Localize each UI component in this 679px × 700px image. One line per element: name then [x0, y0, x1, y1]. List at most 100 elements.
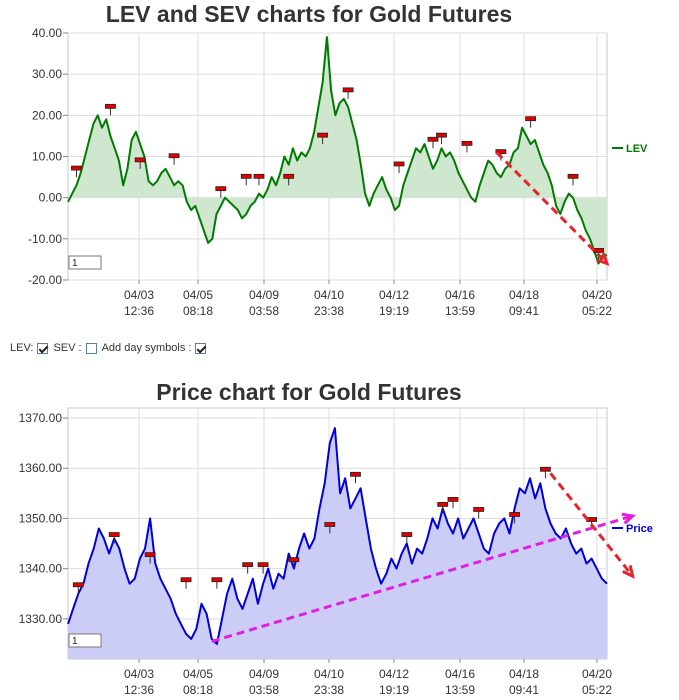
trend-arrow: [495, 151, 610, 266]
x-tick-time: 08:18: [183, 304, 213, 318]
day-marker: [108, 532, 120, 544]
price-chart: Price chart for Gold Futures 1370.00 1360…: [19, 379, 653, 697]
day-symbols-label: Add day symbols :: [101, 342, 192, 354]
day-marker: [168, 153, 180, 165]
day-marker-flag: [288, 557, 300, 563]
chart-title: LEV and SEV charts for Gold Futures: [106, 1, 512, 27]
x-tick-date: 04/16: [445, 288, 475, 302]
zoom-input-box[interactable]: [68, 255, 102, 270]
y-tick-label: 1370.00: [19, 411, 63, 425]
y-tick-label: 40.00: [32, 26, 62, 40]
series-line-lev: [67, 36, 607, 265]
y-tick-label: 30.00: [32, 67, 62, 81]
x-tick-time: 23:38: [314, 304, 344, 318]
day-marker-flag: [401, 532, 413, 537]
x-tick-time: 13:59: [445, 304, 475, 318]
day-marker-flag: [567, 173, 579, 179]
trend-arrow-line: [211, 514, 634, 643]
x-tick-time: 23:38: [314, 683, 344, 697]
day-marker-flag: [215, 186, 227, 192]
day-marker-flag: [350, 471, 361, 477]
x-tick-time: 05:22: [582, 304, 612, 318]
day-marker: [105, 103, 116, 116]
day-marker: [509, 512, 521, 524]
day-marker: [257, 562, 269, 574]
trend-arrow-line: [549, 472, 634, 578]
y-tick-label: 10.00: [32, 150, 62, 164]
day-marker-flag: [240, 173, 252, 179]
legend: Price: [612, 523, 653, 535]
day-marker-flag: [461, 140, 473, 146]
day-marker: [288, 557, 300, 569]
day-marker-flag: [393, 161, 405, 167]
day-marker: [242, 562, 254, 574]
series-line-price: [67, 427, 608, 645]
x-tick-time: 12:36: [124, 683, 154, 697]
day-marker: [461, 140, 473, 153]
x-tick-time: 19:19: [379, 683, 409, 697]
day-marker: [437, 502, 449, 514]
x-tick-date: 04/09: [249, 667, 279, 681]
x-tick-time: 12:36: [124, 304, 154, 318]
zoom-input-box[interactable]: [68, 633, 102, 648]
x-tick-date: 04/12: [379, 288, 409, 302]
day-marker: [393, 161, 405, 173]
y-tick-label: 1340.00: [19, 562, 63, 576]
zoom-input-value[interactable]: 1: [72, 636, 78, 647]
day-marker: [447, 497, 459, 509]
day-marker-flag: [437, 502, 449, 507]
day-marker: [427, 136, 439, 149]
day-marker: [540, 466, 551, 479]
day-marker-flag: [593, 248, 604, 253]
trend-arrow-head: [621, 512, 636, 525]
day-marker: [283, 173, 295, 186]
sev-label: SEV :: [53, 342, 82, 354]
day-marker-flag: [257, 562, 269, 568]
day-marker: [350, 471, 361, 484]
chart-options-bar: LEV: SEV : Add day symbols :: [10, 342, 209, 354]
x-tick-date: 04/20: [582, 667, 612, 681]
day-marker: [436, 132, 447, 145]
y-tick-label: 0.00: [39, 191, 63, 205]
day-marker: [401, 532, 413, 544]
x-tick-date: 04/05: [183, 667, 213, 681]
day-marker: [211, 577, 223, 589]
day-marker: [144, 552, 156, 564]
day-marker-flag: [242, 562, 254, 568]
y-tick-label: -10.00: [28, 232, 62, 246]
day-marker-flag: [168, 153, 180, 159]
day-symbols-checkbox[interactable]: [195, 342, 207, 354]
day-marker-flag: [144, 552, 156, 558]
day-marker-flag: [283, 173, 295, 179]
x-tick-date: 04/09: [249, 288, 279, 302]
lev-label: LEV:: [10, 342, 34, 354]
x-tick-time: 13:59: [445, 683, 475, 697]
zoom-input[interactable]: 1: [68, 255, 102, 270]
x-tick-time: 03:58: [249, 304, 279, 318]
x-tick-time: 03:58: [249, 683, 279, 697]
zoom-input[interactable]: 1: [68, 633, 102, 648]
legend-label: Price: [626, 523, 653, 535]
x-tick-date: 04/20: [582, 288, 612, 302]
zoom-input-value[interactable]: 1: [72, 258, 78, 269]
day-marker-flag: [447, 497, 459, 502]
day-marker-flag: [71, 165, 82, 171]
x-tick-date: 04/16: [445, 667, 475, 681]
lev-checkbox[interactable]: [37, 342, 49, 354]
day-marker-flag: [134, 157, 146, 163]
day-marker: [240, 173, 252, 186]
day-marker-flag: [317, 132, 329, 138]
sev-checkbox[interactable]: [85, 342, 97, 354]
trend-arrow-line: [495, 151, 609, 265]
trend-arrow: [211, 512, 636, 643]
day-marker-flag: [509, 512, 521, 517]
x-tick-date: 04/10: [314, 667, 344, 681]
day-marker: [215, 186, 227, 198]
chart-title: Price chart for Gold Futures: [156, 379, 461, 405]
day-marker-flag: [342, 87, 354, 93]
y-tick-label: 1330.00: [19, 612, 63, 626]
day-marker: [72, 582, 84, 594]
day-marker: [324, 522, 336, 534]
day-marker-flag: [540, 466, 551, 472]
x-tick-date: 04/05: [183, 288, 213, 302]
